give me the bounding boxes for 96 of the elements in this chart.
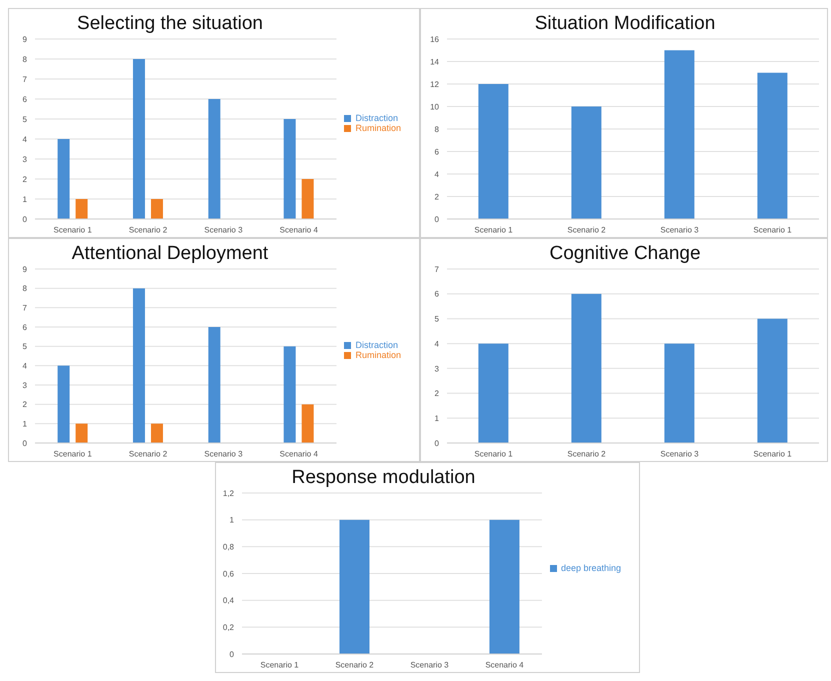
x-tick-label: Scenario 2 — [128, 450, 168, 459]
bar — [58, 139, 70, 219]
bar — [664, 50, 694, 219]
y-tick-label: 1,2 — [222, 488, 235, 498]
y-tick-label: 7 — [22, 304, 28, 313]
y-tick-label: 6 — [22, 322, 28, 332]
chart-title: Selecting the situation — [76, 13, 264, 35]
bar — [150, 424, 163, 443]
bar — [132, 59, 145, 219]
y-tick-label: 8 — [22, 284, 28, 294]
legend-label: Distraction — [355, 340, 398, 350]
y-tick-label: 6 — [22, 94, 28, 104]
bar — [58, 366, 70, 443]
y-tick-label: 0,2 — [222, 623, 235, 632]
y-tick-label: 4 — [434, 170, 440, 179]
y-tick-label: 10 — [430, 102, 440, 112]
y-tick-label: 0 — [22, 438, 28, 448]
y-tick-label: 7 — [22, 74, 28, 84]
y-tick-label: 8 — [434, 124, 440, 134]
y-tick-label: 5 — [22, 114, 28, 124]
bar — [284, 346, 296, 443]
y-tick-label: 1 — [22, 194, 28, 204]
bar — [302, 404, 314, 443]
x-tick-label: Scenario 3 — [410, 660, 450, 670]
y-tick-label: 2 — [22, 174, 28, 184]
y-tick-label: 0 — [230, 650, 235, 659]
x-tick-label: Scenario 4 — [280, 450, 318, 459]
y-tick-label: 0 — [434, 214, 440, 224]
bar — [757, 72, 788, 219]
bar — [208, 327, 220, 443]
bar — [132, 288, 145, 443]
chart-title: Cognitive Change — [548, 243, 702, 265]
bar — [478, 344, 508, 443]
y-tick-label: 4 — [22, 134, 28, 144]
y-tick-label: 12 — [430, 80, 440, 89]
y-tick-label: 1 — [22, 420, 28, 429]
y-tick-label: 6 — [434, 147, 440, 156]
x-tick-label: Scenario 1 — [753, 226, 792, 235]
x-tick-label: Scenario 2 — [128, 226, 168, 235]
x-tick-label: Scenario 1 — [474, 226, 514, 235]
y-tick-label: 2 — [434, 389, 440, 398]
x-tick-label: Scenario 1 — [260, 660, 300, 670]
chart-title: Response modulation — [290, 467, 476, 489]
y-tick-label: 3 — [434, 364, 440, 374]
bar — [478, 84, 508, 219]
y-tick-label: 0 — [22, 214, 28, 224]
y-tick-label: 9 — [22, 34, 28, 44]
x-tick-label: Scenario 3 — [660, 450, 700, 459]
bar — [571, 106, 602, 219]
bar — [150, 199, 163, 219]
x-tick-label: Scenario 4 — [485, 660, 524, 670]
y-tick-label: 3 — [22, 154, 28, 164]
y-tick-label: 0,6 — [222, 569, 235, 578]
chart-title: Attentional Deployment — [70, 243, 270, 265]
y-tick-label: 1 — [230, 516, 235, 525]
x-tick-label: Scenario 4 — [280, 226, 318, 235]
y-tick-label: 2 — [434, 192, 440, 202]
legend-label: deep breathing — [560, 562, 621, 572]
x-tick-label: Scenario 3 — [204, 226, 244, 235]
y-tick-label: 0,4 — [222, 596, 235, 606]
y-tick-label: 6 — [434, 290, 440, 299]
y-tick-label: 14 — [430, 57, 440, 66]
bar — [76, 424, 88, 443]
y-tick-label: 3 — [22, 380, 28, 390]
legend-label: Distraction — [355, 113, 398, 123]
y-tick-label: 4 — [434, 339, 440, 348]
bar — [76, 199, 88, 219]
bar — [302, 179, 314, 219]
x-tick-label: Scenario 1 — [474, 450, 514, 459]
bar — [757, 318, 788, 443]
legend-label: Rumination — [355, 350, 401, 360]
y-tick-label: 4 — [22, 362, 28, 371]
y-tick-label: 0,8 — [222, 542, 235, 552]
bar — [208, 99, 220, 219]
x-tick-label: Scenario 1 — [54, 450, 92, 459]
chart-title: Situation Modification — [534, 13, 716, 35]
x-tick-label: Scenario 2 — [567, 450, 606, 459]
y-tick-label: 9 — [22, 264, 28, 274]
x-tick-label: Scenario 2 — [567, 226, 606, 235]
x-tick-label: Scenario 1 — [753, 450, 792, 459]
x-tick-label: Scenario 3 — [660, 226, 700, 235]
x-tick-label: Scenario 1 — [54, 226, 92, 235]
bar — [571, 294, 602, 443]
y-tick-label: 0 — [434, 438, 440, 448]
y-tick-label: 1 — [434, 414, 440, 423]
bar — [284, 119, 296, 219]
legend-label: Rumination — [355, 123, 401, 133]
y-tick-label: 16 — [430, 34, 440, 44]
bar — [664, 344, 694, 443]
x-tick-label: Scenario 3 — [204, 450, 244, 459]
y-tick-label: 8 — [22, 54, 28, 64]
y-tick-label: 7 — [434, 264, 440, 274]
y-tick-label: 2 — [22, 400, 28, 410]
y-tick-label: 5 — [22, 342, 28, 352]
y-tick-label: 5 — [434, 314, 440, 324]
x-tick-label: Scenario 2 — [335, 660, 374, 670]
